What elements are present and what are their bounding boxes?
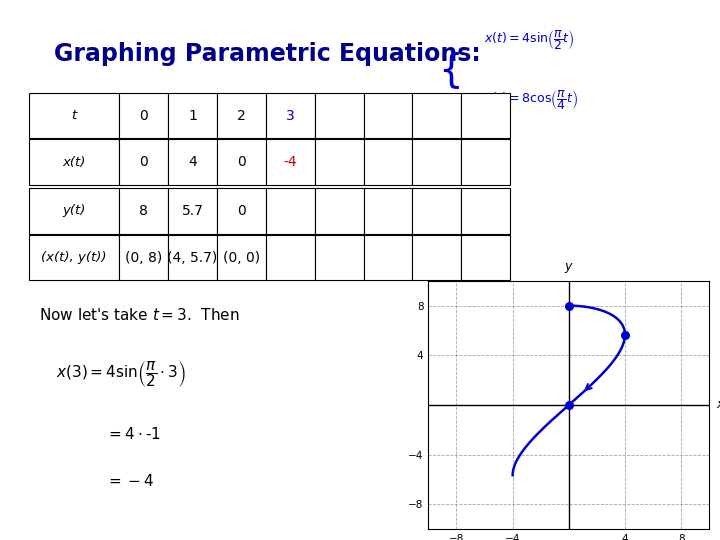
FancyBboxPatch shape: [413, 235, 462, 280]
FancyBboxPatch shape: [266, 235, 315, 280]
FancyBboxPatch shape: [266, 93, 315, 138]
FancyBboxPatch shape: [29, 188, 120, 234]
FancyBboxPatch shape: [120, 93, 168, 138]
FancyBboxPatch shape: [315, 93, 364, 138]
FancyBboxPatch shape: [413, 139, 462, 185]
FancyBboxPatch shape: [168, 93, 217, 138]
Text: $y$: $y$: [564, 261, 574, 274]
FancyBboxPatch shape: [120, 139, 168, 185]
FancyBboxPatch shape: [462, 188, 510, 234]
Text: 2: 2: [237, 109, 246, 123]
FancyBboxPatch shape: [217, 188, 266, 234]
FancyBboxPatch shape: [168, 235, 217, 280]
Text: 1: 1: [188, 109, 197, 123]
FancyBboxPatch shape: [217, 139, 266, 185]
Text: 4: 4: [188, 156, 197, 169]
FancyBboxPatch shape: [217, 235, 266, 280]
FancyBboxPatch shape: [29, 93, 120, 138]
FancyBboxPatch shape: [168, 188, 217, 234]
Text: (x(t), y(t)): (x(t), y(t)): [41, 251, 107, 264]
Text: $x(t) = 4\sin\!\left(\dfrac{\pi}{2}t\right)$: $x(t) = 4\sin\!\left(\dfrac{\pi}{2}t\rig…: [484, 29, 575, 52]
FancyBboxPatch shape: [29, 235, 120, 280]
Text: $\{$: $\{$: [438, 50, 459, 91]
Text: x(t): x(t): [63, 156, 86, 169]
Text: 0: 0: [139, 156, 148, 169]
FancyBboxPatch shape: [462, 235, 510, 280]
Text: Graphing Parametric Equations:: Graphing Parametric Equations:: [53, 42, 480, 66]
Text: (0, 8): (0, 8): [125, 251, 162, 265]
Text: -4: -4: [284, 156, 297, 169]
Text: 0: 0: [237, 204, 246, 218]
Text: 0: 0: [139, 109, 148, 123]
Text: 5.7: 5.7: [181, 204, 204, 218]
FancyBboxPatch shape: [413, 188, 462, 234]
Text: $= 4 \cdot \text{-}1$: $= 4 \cdot \text{-}1$: [107, 426, 161, 442]
FancyBboxPatch shape: [364, 235, 413, 280]
Text: 0: 0: [237, 156, 246, 169]
FancyBboxPatch shape: [364, 139, 413, 185]
FancyBboxPatch shape: [364, 188, 413, 234]
FancyBboxPatch shape: [315, 139, 364, 185]
FancyBboxPatch shape: [217, 93, 266, 138]
FancyBboxPatch shape: [120, 188, 168, 234]
Text: $x(3) = 4\sin\!\left(\dfrac{\pi}{2} \cdot 3\right)$: $x(3) = 4\sin\!\left(\dfrac{\pi}{2} \cdo…: [56, 359, 186, 389]
Text: (0, 0): (0, 0): [222, 251, 260, 265]
FancyBboxPatch shape: [168, 139, 217, 185]
Text: $x$: $x$: [716, 399, 720, 411]
FancyBboxPatch shape: [462, 93, 510, 138]
FancyBboxPatch shape: [120, 235, 168, 280]
FancyBboxPatch shape: [29, 139, 120, 185]
Text: (4, 5.7): (4, 5.7): [167, 251, 217, 265]
FancyBboxPatch shape: [413, 93, 462, 138]
Text: y(t): y(t): [63, 204, 86, 218]
Text: Now let's take $t = 3$.  Then: Now let's take $t = 3$. Then: [40, 307, 240, 323]
FancyBboxPatch shape: [462, 139, 510, 185]
Text: $= -4$: $= -4$: [107, 472, 155, 489]
FancyBboxPatch shape: [364, 93, 413, 138]
FancyBboxPatch shape: [266, 188, 315, 234]
Text: $y(t) = 8\cos\!\left(\dfrac{\pi}{4}t\right)$: $y(t) = 8\cos\!\left(\dfrac{\pi}{4}t\rig…: [484, 88, 577, 112]
FancyBboxPatch shape: [315, 235, 364, 280]
Text: 3: 3: [286, 109, 294, 123]
FancyBboxPatch shape: [266, 139, 315, 185]
Text: t: t: [71, 109, 76, 122]
FancyBboxPatch shape: [315, 188, 364, 234]
Text: 8: 8: [139, 204, 148, 218]
